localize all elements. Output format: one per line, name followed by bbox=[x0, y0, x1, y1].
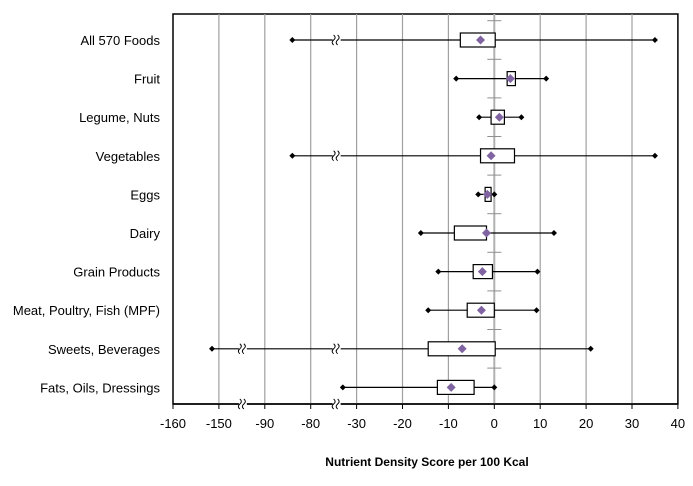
mean-marker bbox=[476, 305, 486, 315]
axis-break-icon bbox=[237, 343, 246, 355]
category-label: Fats, Oils, Dressings bbox=[40, 380, 160, 395]
axis-break-mask bbox=[238, 399, 247, 409]
x-tick-label: 40 bbox=[671, 416, 685, 431]
category-label: Meat, Poultry, Fish (MPF) bbox=[13, 303, 160, 318]
category-label: All 570 Foods bbox=[81, 33, 161, 48]
x-tick-label: -20 bbox=[393, 416, 412, 431]
x-tick-label: 20 bbox=[579, 416, 593, 431]
whisker-end-marker bbox=[476, 114, 483, 121]
category-label: Legume, Nuts bbox=[79, 110, 160, 125]
mean-marker bbox=[486, 151, 496, 161]
whisker-end-marker bbox=[534, 268, 541, 275]
plot-frame bbox=[172, 13, 679, 405]
axis-break-icon bbox=[331, 150, 340, 162]
whisker-end-marker bbox=[533, 307, 540, 314]
axis-break-mask bbox=[332, 399, 341, 409]
mean-marker bbox=[477, 267, 487, 277]
box-row: Dairy bbox=[130, 225, 557, 241]
whisker-end-marker bbox=[491, 191, 498, 198]
box-row: Meat, Poultry, Fish (MPF) bbox=[13, 302, 540, 318]
whisker-end-marker bbox=[550, 230, 557, 236]
mean-marker bbox=[481, 228, 491, 238]
axis-break-mask bbox=[332, 35, 341, 45]
box-row: Fruit bbox=[134, 70, 550, 87]
category-label: Eggs bbox=[130, 187, 160, 202]
axis-break-mask bbox=[332, 150, 341, 161]
whisker-end-marker bbox=[475, 191, 482, 198]
category-label: Sweets, Beverages bbox=[48, 342, 161, 357]
x-axis-label: Nutrient Density Score per 100 Kcal bbox=[325, 455, 528, 469]
whisker-end-marker bbox=[518, 114, 525, 121]
iqr-box bbox=[479, 148, 516, 164]
box-row: Legume, Nuts bbox=[79, 109, 525, 125]
x-tick-label: 10 bbox=[533, 416, 547, 431]
category-label: Grain Products bbox=[73, 265, 160, 280]
iqr-box bbox=[453, 225, 488, 241]
box-row: Sweets, Beverages bbox=[48, 341, 594, 357]
x-tick-label: 30 bbox=[625, 416, 639, 431]
mean-marker bbox=[457, 344, 467, 354]
x-tick-label: -30 bbox=[347, 416, 366, 431]
whisker-end-marker bbox=[587, 345, 594, 352]
whisker-end-marker bbox=[425, 307, 432, 314]
box-row: Eggs bbox=[130, 186, 498, 202]
mean-marker bbox=[476, 35, 486, 45]
mean-marker bbox=[505, 74, 515, 84]
axis-break-mask bbox=[238, 343, 247, 354]
mean-marker bbox=[482, 189, 492, 199]
axis-break-mask bbox=[332, 343, 341, 354]
whisker-end-marker bbox=[289, 37, 296, 43]
x-tick-label: -160 bbox=[160, 416, 186, 431]
x-tick-label: -80 bbox=[301, 416, 320, 431]
axis-break-icon bbox=[237, 398, 246, 410]
box-row: All 570 Foods bbox=[81, 32, 658, 48]
whisker-end-marker bbox=[491, 384, 498, 391]
box-row: Grain Products bbox=[73, 264, 541, 280]
whisker-end-marker bbox=[209, 345, 216, 352]
axis-break-icon bbox=[331, 34, 340, 46]
whisker-end-marker bbox=[289, 152, 296, 159]
whisker-end-marker bbox=[543, 75, 550, 82]
x-tick-label: 0 bbox=[491, 416, 498, 431]
whisker-end-marker bbox=[453, 75, 460, 82]
box-row: Vegetables bbox=[96, 148, 658, 164]
whisker-end-marker bbox=[417, 230, 424, 236]
box-row: Fats, Oils, Dressings bbox=[40, 379, 498, 395]
category-label: Dairy bbox=[130, 226, 161, 241]
mean-marker bbox=[446, 382, 456, 392]
iqr-box bbox=[436, 379, 475, 395]
whisker-end-marker bbox=[651, 152, 658, 159]
axis-break-icon bbox=[331, 343, 340, 355]
x-tick-label: -90 bbox=[255, 416, 274, 431]
x-tick-label: -10 bbox=[439, 416, 458, 431]
whisker-end-marker bbox=[435, 268, 442, 275]
category-label: Fruit bbox=[134, 72, 160, 87]
x-tick-label: -150 bbox=[206, 416, 232, 431]
mean-marker bbox=[494, 112, 504, 122]
axis-break-icon bbox=[331, 398, 340, 410]
category-label: Vegetables bbox=[96, 149, 161, 164]
whisker-end-marker bbox=[651, 37, 658, 43]
whisker-end-marker bbox=[339, 384, 346, 391]
